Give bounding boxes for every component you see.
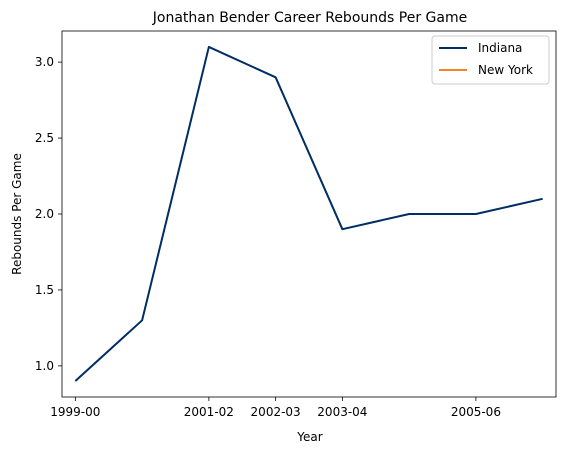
- x-tick-label: 2001-02: [184, 405, 234, 419]
- y-axis: 1.0 1.5 2.0 2.5 3.0: [35, 55, 62, 373]
- x-tick-label: 2002-03: [251, 405, 301, 419]
- plot-area: [62, 31, 556, 397]
- series-layer: [74, 45, 543, 382]
- y-axis-label: Rebounds Per Game: [10, 153, 24, 275]
- x-tick-label: 2005-06: [451, 405, 501, 419]
- series-line-indiana: [74, 45, 543, 382]
- x-axis: 1999-00 2001-02 2002-03 2003-04 2005-06: [50, 397, 501, 419]
- y-tick-label: 2.5: [35, 131, 54, 145]
- legend-label: Indiana: [478, 41, 522, 55]
- y-tick-label: 3.0: [35, 55, 54, 69]
- y-tick-label: 1.5: [35, 283, 54, 297]
- y-tick-label: 2.0: [35, 207, 54, 221]
- legend: Indiana New York: [431, 35, 550, 85]
- plot-frame: [61, 30, 557, 398]
- x-tick-label: 1999-00: [50, 405, 100, 419]
- chart-title: Jonathan Bender Career Rebounds Per Game: [152, 10, 467, 26]
- legend-label: New York: [478, 63, 533, 77]
- x-axis-label: Year: [296, 430, 322, 444]
- x-tick-label: 2003-04: [317, 405, 367, 419]
- y-tick-label: 1.0: [35, 359, 54, 373]
